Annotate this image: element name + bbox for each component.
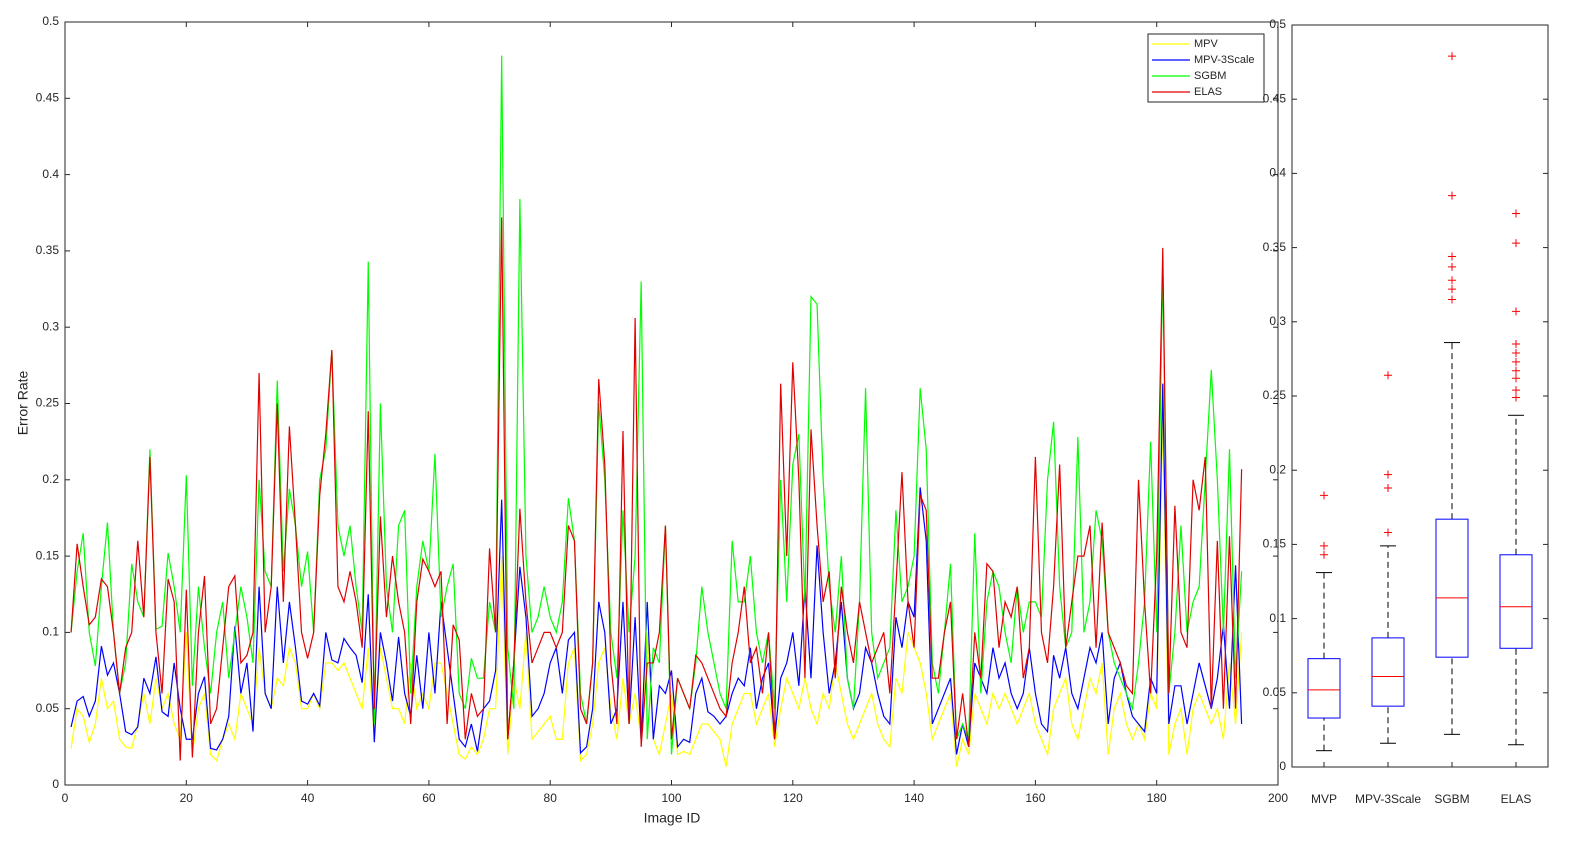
y-axis-label: Error Rate bbox=[15, 371, 31, 436]
x-tick-label: 60 bbox=[422, 791, 436, 805]
outlier bbox=[1512, 239, 1520, 248]
y-tick-label: 0.45 bbox=[1263, 91, 1287, 105]
x-tick-label: 160 bbox=[1025, 791, 1045, 805]
axes-frame bbox=[1291, 24, 1549, 768]
x-tick-label: MPV-3Scale bbox=[1355, 792, 1421, 806]
x-tick-label: 40 bbox=[301, 791, 315, 805]
outlier bbox=[1384, 528, 1392, 537]
y-tick-label: 0.15 bbox=[1263, 537, 1287, 551]
outlier bbox=[1448, 276, 1456, 285]
y-tick-label: 0.4 bbox=[1269, 166, 1286, 180]
outlier bbox=[1512, 386, 1520, 395]
y-tick-label: 0.1 bbox=[42, 625, 59, 639]
y-tick-label: 0.4 bbox=[42, 167, 59, 181]
y-tick-label: 0.3 bbox=[1269, 314, 1286, 328]
legend-label: ELAS bbox=[1194, 86, 1222, 98]
y-tick-label: 0.5 bbox=[1269, 17, 1286, 31]
box bbox=[1307, 658, 1341, 719]
box bbox=[1371, 637, 1405, 707]
y-tick-label: 0.35 bbox=[1263, 240, 1287, 254]
box bbox=[1499, 554, 1533, 649]
x-tick-label: 80 bbox=[544, 791, 558, 805]
outlier bbox=[1512, 374, 1520, 383]
y-tick-label: 0.25 bbox=[36, 396, 60, 410]
outlier bbox=[1320, 550, 1328, 559]
x-tick-label: 140 bbox=[904, 791, 924, 805]
y-tick-label: 0.5 bbox=[42, 14, 59, 28]
outlier bbox=[1448, 52, 1456, 61]
outlier bbox=[1512, 357, 1520, 366]
outlier bbox=[1512, 348, 1520, 357]
y-tick-label: 0 bbox=[52, 777, 59, 791]
y-tick-label: 0.15 bbox=[36, 548, 60, 562]
box bbox=[1435, 518, 1469, 658]
legend-label: SGBM bbox=[1194, 70, 1226, 82]
outlier bbox=[1448, 262, 1456, 271]
outlier bbox=[1320, 541, 1328, 550]
y-tick-label: 0.2 bbox=[1269, 462, 1286, 476]
y-tick-label: 0 bbox=[1279, 759, 1286, 773]
y-tick-label: 0.05 bbox=[36, 701, 60, 715]
x-tick-label: MVP bbox=[1311, 792, 1337, 806]
x-axis-label: Image ID bbox=[644, 810, 701, 826]
y-tick-label: 0.2 bbox=[42, 472, 59, 486]
outlier bbox=[1448, 285, 1456, 294]
y-tick-label: 0.05 bbox=[1263, 685, 1287, 699]
y-tick-label: 0.25 bbox=[1263, 388, 1287, 402]
outlier bbox=[1512, 209, 1520, 218]
outlier bbox=[1512, 340, 1520, 349]
outlier bbox=[1512, 307, 1520, 316]
y-tick-label: 0.1 bbox=[1269, 611, 1286, 625]
x-tick-label: SGBM bbox=[1434, 792, 1469, 806]
outlier bbox=[1448, 252, 1456, 261]
y-tick-label: 0.45 bbox=[36, 90, 60, 104]
legend-label: MPV-3Scale bbox=[1194, 54, 1255, 66]
outlier bbox=[1512, 366, 1520, 375]
x-tick-label: ELAS bbox=[1501, 792, 1532, 806]
line-series bbox=[70, 55, 1243, 755]
x-tick-label: 20 bbox=[180, 791, 194, 805]
outlier bbox=[1448, 295, 1456, 304]
outlier bbox=[1512, 393, 1520, 402]
outlier bbox=[1384, 470, 1392, 479]
x-tick-label: 200 bbox=[1268, 791, 1288, 805]
line-series bbox=[70, 383, 1243, 755]
legend-label: MPV bbox=[1194, 38, 1219, 50]
outlier bbox=[1448, 191, 1456, 200]
x-tick-label: 120 bbox=[783, 791, 803, 805]
outlier bbox=[1384, 484, 1392, 493]
x-tick-label: 100 bbox=[661, 791, 681, 805]
y-tick-label: 0.35 bbox=[36, 243, 60, 257]
line-series bbox=[70, 217, 1243, 761]
legend-box bbox=[1147, 33, 1265, 103]
y-tick-label: 0.3 bbox=[42, 319, 59, 333]
outlier bbox=[1384, 371, 1392, 380]
x-tick-label: 180 bbox=[1147, 791, 1167, 805]
outlier bbox=[1320, 491, 1328, 500]
axes-frame bbox=[64, 21, 1279, 786]
x-tick-label: 0 bbox=[62, 791, 69, 805]
